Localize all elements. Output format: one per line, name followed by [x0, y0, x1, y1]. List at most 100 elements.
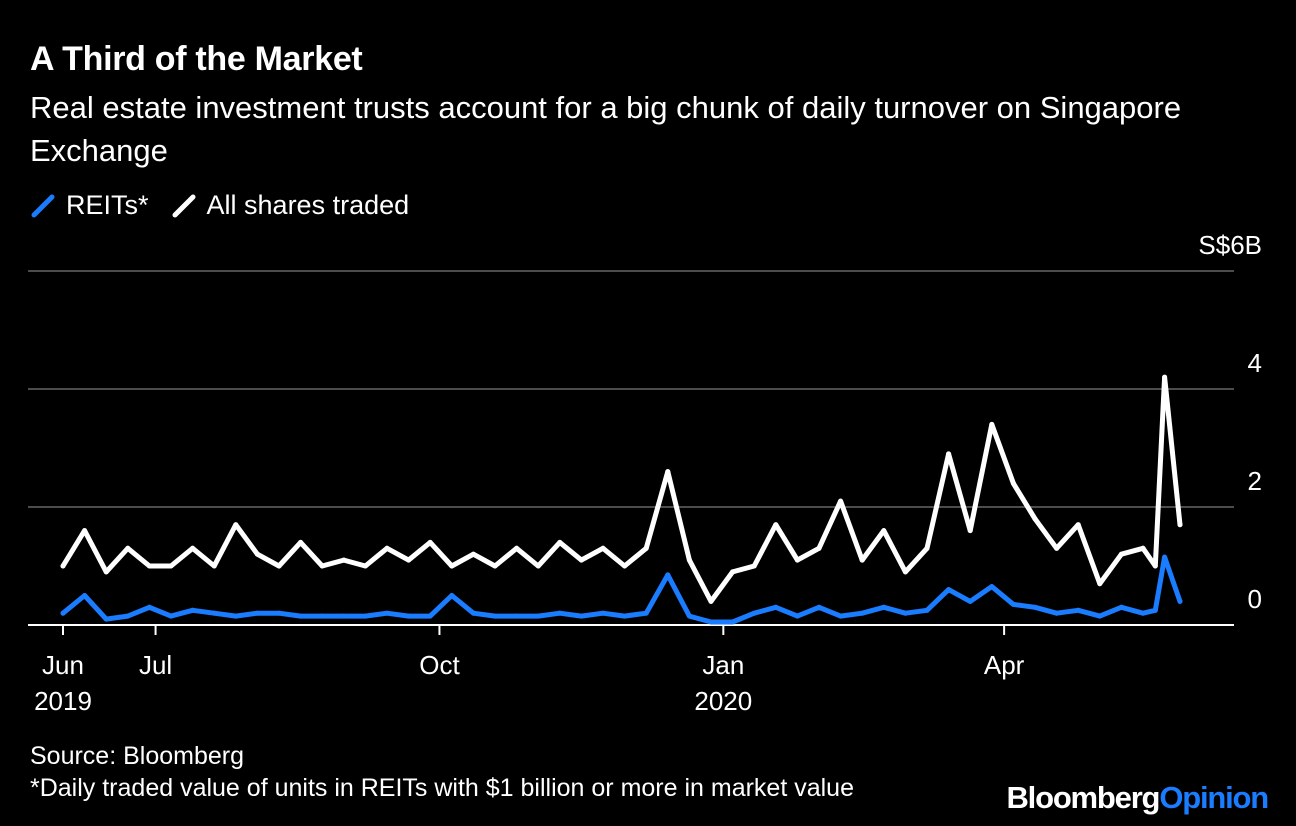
legend: REITs* All shares traded [30, 190, 431, 221]
data-point-all-shares-traded-53 [1177, 522, 1183, 528]
data-point-reits-22 [535, 613, 541, 619]
data-point-reits-6 [190, 607, 196, 613]
data-point-all-shares-traded-35 [816, 545, 822, 551]
data-point-reits-29 [686, 613, 692, 619]
y-tick-label-1: 2 [1248, 466, 1262, 496]
series-line-reits [60, 554, 1183, 625]
data-point-reits-11 [298, 613, 304, 619]
data-point-reits-9 [254, 610, 260, 616]
chart-subtitle: Real estate investment trusts account fo… [30, 90, 1182, 168]
data-point-all-shares-traded-26 [622, 563, 628, 569]
x-tick-label-4: Apr [984, 650, 1025, 680]
data-point-all-shares-traded-17 [427, 539, 433, 545]
data-point-reits-44 [1010, 601, 1016, 607]
data-point-reits-33 [773, 604, 779, 610]
data-point-all-shares-traded-24 [578, 557, 584, 563]
data-point-reits-3 [125, 613, 131, 619]
footnote: *Daily traded value of units in REITs wi… [30, 774, 854, 802]
data-point-all-shares-traded-20 [492, 563, 498, 569]
data-point-all-shares-traded-51 [1152, 563, 1158, 569]
data-point-all-shares-traded-2 [103, 569, 109, 575]
data-point-reits-15 [384, 610, 390, 616]
x-tick-year-3: 2020 [694, 686, 752, 716]
brand-primary: Bloomberg [1006, 780, 1160, 815]
data-point-all-shares-traded-7 [211, 563, 217, 569]
data-point-reits-17 [427, 613, 433, 619]
data-point-all-shares-traded-31 [730, 569, 736, 575]
data-point-all-shares-traded-16 [406, 557, 412, 563]
data-point-reits-20 [492, 613, 498, 619]
x-tick-label-0: Jun [42, 650, 84, 680]
legend-swatch-reits-icon [31, 194, 55, 217]
data-point-reits-4 [146, 604, 152, 610]
data-point-reits-16 [406, 613, 412, 619]
data-point-all-shares-traded-9 [254, 551, 260, 557]
legend-label-all-shares: All shares traded [206, 190, 410, 220]
data-point-all-shares-traded-32 [751, 563, 757, 569]
data-point-reits-25 [600, 610, 606, 616]
data-point-reits-19 [470, 610, 476, 616]
data-point-all-shares-traded-25 [600, 545, 606, 551]
data-point-all-shares-traded-48 [1097, 581, 1103, 587]
data-point-reits-37 [859, 610, 865, 616]
data-point-reits-46 [1054, 610, 1060, 616]
data-point-reits-2 [103, 616, 109, 622]
chart-title: A Third of the Market [30, 40, 363, 78]
data-point-reits-32 [751, 610, 757, 616]
data-point-reits-34 [794, 613, 800, 619]
data-point-all-shares-traded-28 [665, 469, 671, 475]
data-point-all-shares-traded-10 [276, 563, 282, 569]
data-point-all-shares-traded-45 [1032, 516, 1038, 522]
data-point-all-shares-traded-47 [1075, 522, 1081, 528]
data-point-reits-47 [1075, 607, 1081, 613]
y-tick-label-3: S$6B [1198, 230, 1262, 260]
data-point-reits-10 [276, 610, 282, 616]
data-point-all-shares-traded-40 [924, 545, 930, 551]
data-point-reits-30 [708, 619, 714, 625]
data-point-reits-31 [730, 619, 736, 625]
data-point-all-shares-traded-39 [902, 569, 908, 575]
data-point-reits-14 [362, 613, 368, 619]
legend-label-reits: REITs* [66, 190, 149, 220]
data-point-reits-36 [838, 613, 844, 619]
x-tick-label-1: Jul [139, 650, 172, 680]
x-tick-label-2: Oct [419, 650, 460, 680]
data-point-all-shares-traded-1 [82, 528, 88, 534]
data-point-all-shares-traded-34 [794, 557, 800, 563]
data-point-all-shares-traded-12 [319, 563, 325, 569]
data-point-all-shares-traded-0 [60, 563, 66, 569]
data-point-all-shares-traded-36 [838, 498, 844, 504]
data-point-reits-27 [643, 610, 649, 616]
data-point-all-shares-traded-37 [859, 557, 865, 563]
data-point-all-shares-traded-50 [1140, 545, 1146, 551]
data-point-reits-50 [1140, 610, 1146, 616]
data-point-all-shares-traded-30 [708, 598, 714, 604]
x-tick-label-3: Jan [702, 650, 744, 680]
data-point-all-shares-traded-11 [298, 539, 304, 545]
data-point-reits-35 [816, 604, 822, 610]
footer: Source: Bloomberg *Daily traded value of… [30, 740, 854, 804]
data-point-reits-52 [1162, 554, 1168, 560]
data-point-all-shares-traded-49 [1118, 551, 1124, 557]
data-point-reits-24 [578, 613, 584, 619]
data-point-reits-13 [341, 613, 347, 619]
data-point-reits-40 [924, 607, 930, 613]
data-point-reits-43 [989, 584, 995, 590]
data-point-reits-5 [168, 613, 174, 619]
data-point-all-shares-traded-13 [341, 557, 347, 563]
y-tick-label-2: 4 [1248, 348, 1262, 378]
data-point-reits-51 [1152, 607, 1158, 613]
data-point-reits-0 [60, 610, 66, 616]
data-point-all-shares-traded-43 [989, 421, 995, 427]
bloomberg-opinion-logo: BloombergOpinion [1006, 780, 1269, 816]
data-point-reits-23 [557, 610, 563, 616]
data-point-all-shares-traded-8 [233, 522, 239, 528]
data-point-reits-21 [514, 613, 520, 619]
data-point-all-shares-traded-4 [146, 563, 152, 569]
data-point-reits-1 [82, 593, 88, 598]
data-point-reits-28 [665, 572, 671, 578]
data-point-all-shares-traded-5 [168, 563, 174, 569]
data-point-all-shares-traded-44 [1010, 480, 1016, 486]
data-point-reits-48 [1097, 613, 1103, 619]
source-note: Source: Bloomberg [30, 742, 245, 770]
